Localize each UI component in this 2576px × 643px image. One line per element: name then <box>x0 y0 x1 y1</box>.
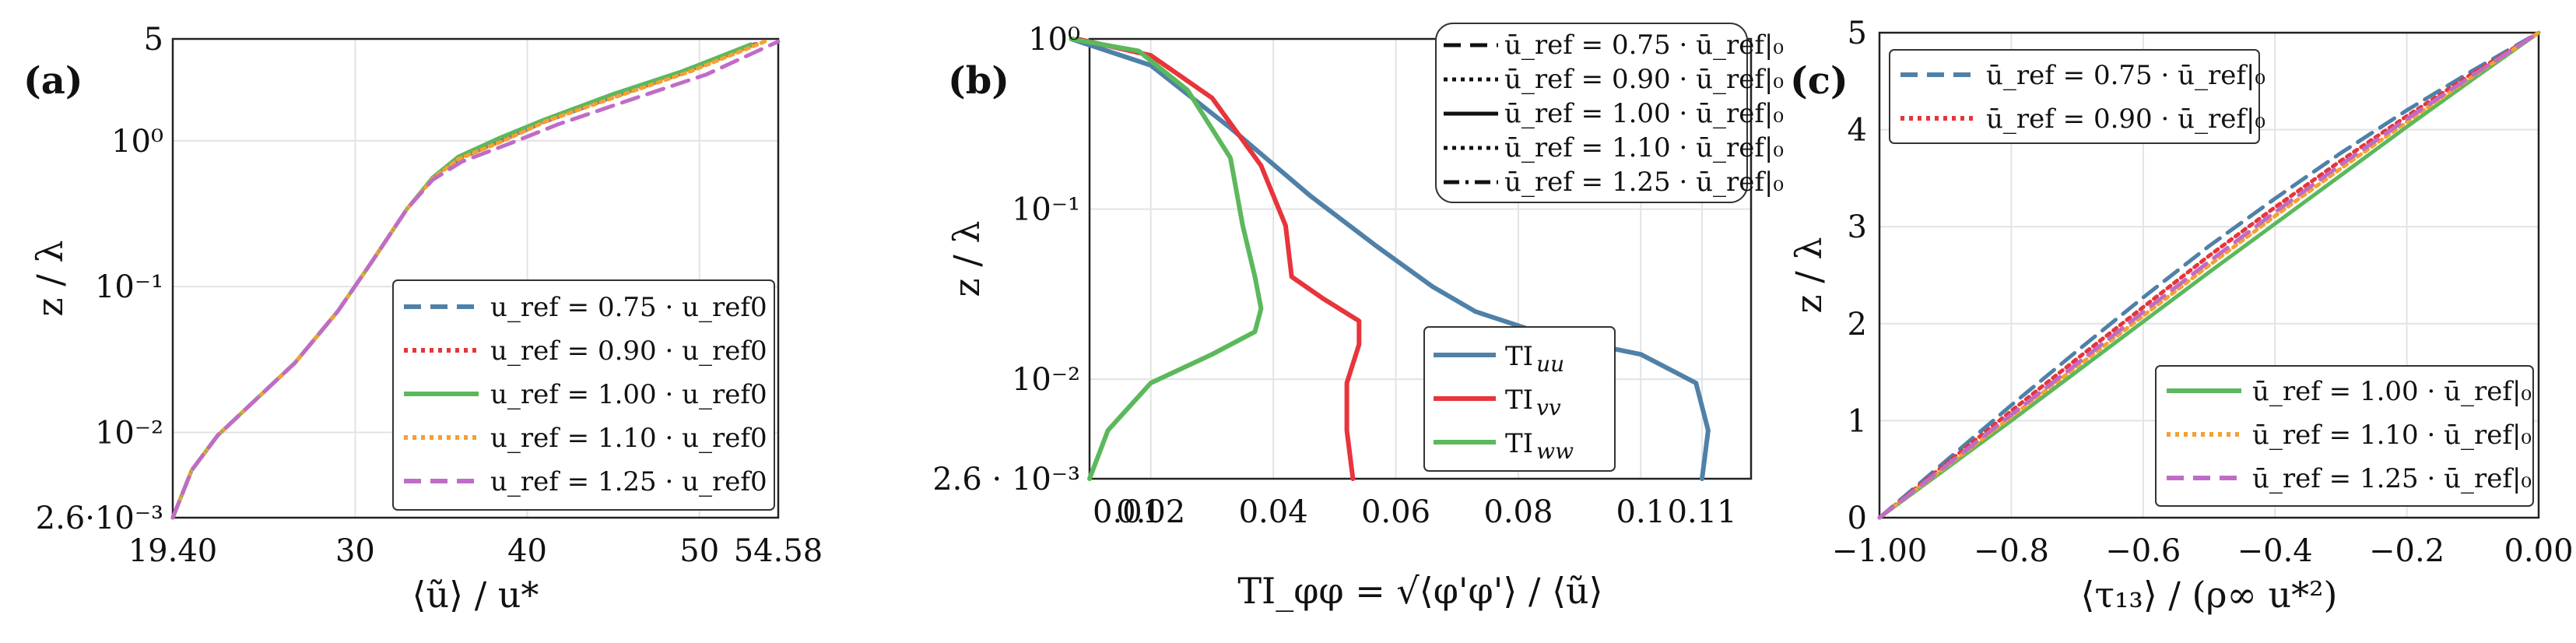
x-tick-label: −0.6 <box>2105 533 2181 569</box>
series-line-1 <box>1877 30 2541 520</box>
x-tick-label: 0.1 <box>1616 494 1666 530</box>
panel-c: −1.00 −0.8 −0.6 −0.4 −0.2 0.00 0 1 2 3 4 5 ⟨τ₁₃⟩ / (… <box>1788 16 2574 616</box>
plot-frame <box>1088 37 1753 480</box>
legend-box <box>1423 326 1616 472</box>
plot-frame <box>171 37 780 519</box>
legend-entry: ū_ref = 0.75 · ū_ref|₀ <box>1986 60 2265 91</box>
y-tick-label: 10⁻² <box>95 415 163 451</box>
x-tick-label: 30 <box>335 533 375 569</box>
y-tick-label: 10⁻¹ <box>95 269 163 305</box>
legend-entry: ū_ref = 1.25 · ū_ref|₀ <box>2252 463 2532 494</box>
x-axis-label: TI_φφ = √⟨φ'φ'⟩ / ⟨ũ⟩ <box>1237 570 1602 612</box>
style-legend-entry: ū_ref = 0.75 · ū_ref|₀ <box>1504 30 1784 61</box>
x-tick-label: 54.58 <box>734 533 823 569</box>
x-tick-label: 0.04 <box>1239 494 1308 530</box>
style-legend-entry: ū_ref = 0.90 · ū_ref|₀ <box>1504 64 1784 95</box>
legend-entry: u_ref = 0.75 · u_ref0 <box>490 292 767 323</box>
legend-entry: u_ref = 1.00 · u_ref0 <box>490 379 767 410</box>
y-tick-label: 0 <box>1848 501 1867 536</box>
x-tick-label: 0.08 <box>1483 494 1553 530</box>
y-tick-label: 5 <box>1848 16 1867 51</box>
x-tick-label: 0.01 <box>1093 494 1162 530</box>
style-legend-entry: ū_ref = 1.25 · ū_ref|₀ <box>1504 167 1784 198</box>
x-tick-label: 0.11 <box>1668 494 1737 530</box>
x-tick-label: 0.00 <box>2504 533 2573 569</box>
series-line-2 <box>1075 37 1362 481</box>
legend-entry: u_ref = 1.10 · u_ref0 <box>490 423 767 454</box>
legend-entry: ū_ref = 0.90 · ū_ref|₀ <box>1986 104 2265 135</box>
y-tick-label: 3 <box>1848 209 1867 245</box>
series-line-1 <box>1069 37 1711 481</box>
y-tick-label: 2.6·10⁻³ <box>36 501 163 536</box>
x-tick-label: −0.8 <box>1974 533 2049 569</box>
series-line-3 <box>1877 30 2541 520</box>
legend-entry: u_ref = 1.25 · u_ref0 <box>490 466 767 497</box>
y-tick-label: 2 <box>1848 307 1867 343</box>
style-legend-entry: ū_ref = 1.00 · ū_ref|₀ <box>1504 98 1784 129</box>
x-tick-label: −0.4 <box>2237 533 2313 569</box>
x-axis-label: ⟨ũ⟩ / u* <box>412 574 539 616</box>
panel-b: 0.010.02 0.04 0.06 0.08 0.1 0.11 2.6 · 10⁻³ 10⁻… <box>932 22 1784 612</box>
y-tick-label: 5 <box>144 22 163 58</box>
series-line-3 <box>1069 37 1264 481</box>
style-legend-box <box>1435 23 1748 203</box>
legend-box <box>1889 49 2260 144</box>
legend-box <box>392 279 775 511</box>
x-tick-label: 0.02 <box>1116 494 1185 530</box>
y-tick-label: 10⁰ <box>111 124 163 160</box>
legend-entry: TI ww <box>1505 428 1574 464</box>
panel-a: 19.40 30 40 50 54.58 2.6·10⁻³ 10⁻² 10⁻¹ 10⁰ 5 ⟨ũ⟩ … <box>23 22 823 616</box>
legend-entry: u_ref = 0.90 · u_ref0 <box>490 336 767 367</box>
y-tick-label: 10⁰ <box>1028 22 1080 58</box>
x-tick-label: 50 <box>679 533 719 569</box>
legend-entry: ū_ref = 1.10 · ū_ref|₀ <box>2252 420 2532 451</box>
panel-label: (b) <box>948 59 1009 103</box>
series-line-5 <box>170 39 781 520</box>
x-tick-label: 40 <box>507 533 547 569</box>
legend-box <box>2155 365 2534 507</box>
style-legend-entry: ū_ref = 1.10 · ū_ref|₀ <box>1504 132 1784 163</box>
panel-label: (a) <box>23 59 83 103</box>
legend-entry: ū_ref = 1.00 · ū_ref|₀ <box>2252 376 2532 407</box>
y-tick-label: 10⁻¹ <box>1012 192 1080 228</box>
x-tick-label: 0.06 <box>1361 494 1430 530</box>
y-tick-label: 2.6 · 10⁻³ <box>932 462 1080 497</box>
plot-frame <box>1878 31 2540 519</box>
y-axis-label: z / λ <box>946 220 988 297</box>
legend-entry: TI uu <box>1505 341 1564 377</box>
x-tick-label: −0.2 <box>2369 533 2444 569</box>
series-line-2 <box>1877 30 2541 520</box>
y-axis-label: z / λ <box>29 240 71 316</box>
legend-entry: TI vv <box>1505 385 1561 420</box>
y-axis-label: z / λ <box>1788 237 1830 313</box>
y-tick-label: 10⁻² <box>1012 362 1080 398</box>
x-axis-label: ⟨τ₁₃⟩ / (ρ∞ u*²) <box>2081 574 2338 616</box>
series-line-5 <box>1877 30 2541 520</box>
y-tick-label: 1 <box>1848 403 1867 439</box>
y-tick-label: 4 <box>1848 113 1867 149</box>
panel-label: (c) <box>1790 59 1848 103</box>
x-tick-label: −1.00 <box>1832 533 1928 569</box>
x-tick-label: 19.40 <box>128 533 218 569</box>
